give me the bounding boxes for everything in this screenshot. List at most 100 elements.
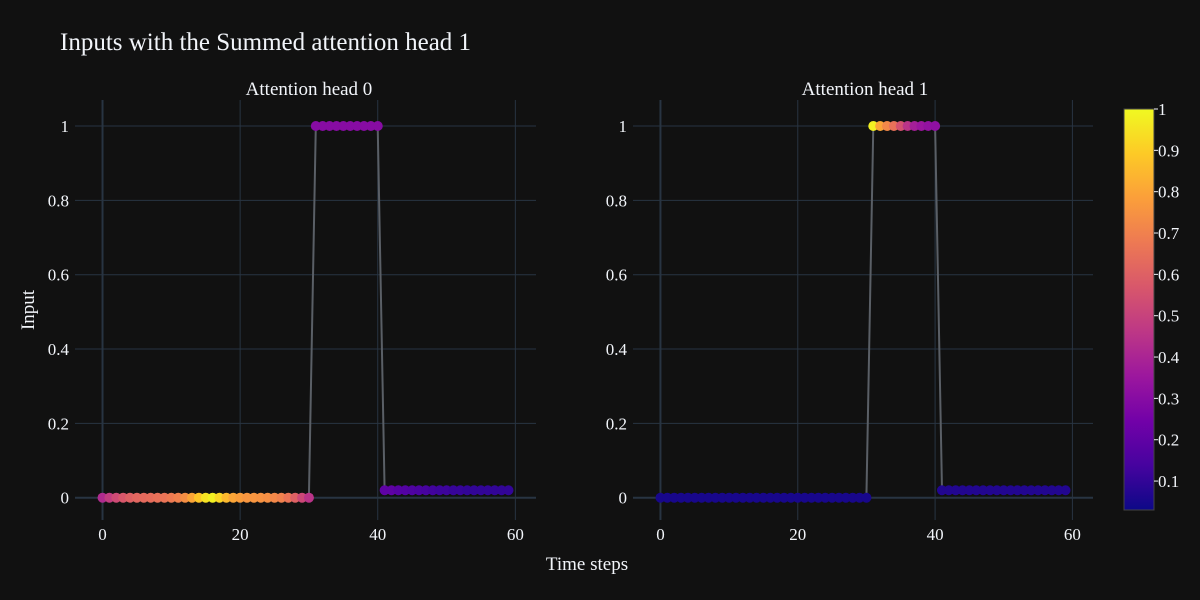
data-point	[840, 492, 851, 503]
x-tick-label: 60	[507, 525, 524, 544]
data-point	[758, 492, 769, 503]
x-tick-label: 0	[98, 525, 107, 544]
data-point	[765, 492, 776, 503]
data-point	[427, 485, 438, 496]
data-point	[950, 485, 961, 496]
data-point	[895, 121, 906, 132]
subplot-title-head-0: Attention head 0	[246, 79, 373, 100]
data-point	[1026, 485, 1037, 496]
data-point	[262, 492, 273, 503]
y-tick-label: 0.2	[48, 414, 69, 433]
data-point	[1039, 485, 1050, 496]
data-point	[868, 121, 879, 132]
y-tick-label: 0.8	[606, 191, 627, 210]
data-point	[971, 485, 982, 496]
data-point	[985, 485, 996, 496]
y-tick-label: 0.4	[606, 340, 628, 359]
data-point	[310, 121, 321, 132]
data-point	[847, 492, 858, 503]
data-point	[978, 485, 989, 496]
data-point	[696, 492, 707, 503]
data-point	[469, 485, 480, 496]
data-point	[655, 492, 666, 503]
data-point	[489, 485, 500, 496]
data-point	[372, 121, 383, 132]
colorbar-tick-label: 0.5	[1158, 307, 1179, 326]
y-tick-label: 0.8	[48, 191, 69, 210]
colorbar-tick-label: 1	[1158, 100, 1167, 119]
data-point	[441, 485, 452, 496]
data-point	[434, 485, 445, 496]
data-point	[813, 492, 824, 503]
data-point	[152, 492, 163, 503]
data-point	[792, 492, 803, 503]
data-point	[138, 492, 149, 503]
data-point	[317, 121, 328, 132]
data-point	[854, 492, 865, 503]
data-point	[957, 485, 968, 496]
data-point	[420, 485, 431, 496]
data-point	[710, 492, 721, 503]
y-tick-label: 0.6	[48, 266, 69, 285]
data-point	[806, 492, 817, 503]
data-point	[799, 492, 810, 503]
data-point	[888, 121, 899, 132]
data-point	[242, 492, 253, 503]
data-point	[689, 492, 700, 503]
y-tick-label: 0.6	[606, 266, 627, 285]
data-point	[338, 121, 349, 132]
x-axis-title: Time steps	[546, 554, 628, 575]
data-point	[936, 485, 947, 496]
chart-title: Inputs with the Summed attention head 1	[60, 29, 471, 56]
data-point	[669, 492, 680, 503]
data-point	[676, 492, 687, 503]
data-point	[772, 492, 783, 503]
x-tick-label: 40	[369, 525, 386, 544]
x-tick-label: 0	[656, 525, 665, 544]
data-point	[248, 492, 259, 503]
data-point	[255, 492, 266, 503]
data-point	[186, 492, 197, 503]
y-tick-label: 0.4	[48, 340, 70, 359]
data-point	[1033, 485, 1044, 496]
y-tick-label: 0.2	[606, 414, 627, 433]
data-point	[221, 492, 232, 503]
data-point	[97, 492, 108, 503]
data-point	[276, 492, 287, 503]
data-point	[125, 492, 136, 503]
data-point	[283, 492, 294, 503]
data-point	[482, 485, 493, 496]
data-point	[662, 492, 673, 503]
x-tick-label: 40	[927, 525, 944, 544]
data-point	[779, 492, 790, 503]
data-point	[400, 485, 411, 496]
data-point	[496, 485, 507, 496]
colorbar-tick-label: 0.1	[1158, 472, 1179, 491]
colorbar-tick-label: 0.7	[1158, 224, 1180, 243]
data-point	[730, 492, 741, 503]
data-point	[345, 121, 356, 132]
data-point	[998, 485, 1009, 496]
data-point	[269, 492, 280, 503]
y-tick-label: 1	[61, 117, 70, 136]
data-point	[358, 121, 369, 132]
data-point	[902, 121, 913, 132]
data-point	[228, 492, 239, 503]
data-point	[303, 492, 314, 503]
y-tick-label: 0	[61, 489, 70, 508]
data-point	[785, 492, 796, 503]
data-point	[991, 485, 1002, 496]
data-point	[180, 492, 191, 503]
data-point	[324, 121, 335, 132]
data-point	[193, 492, 204, 503]
data-point	[724, 492, 735, 503]
x-tick-label: 20	[789, 525, 806, 544]
colorbar-tick-label: 0.3	[1158, 389, 1179, 408]
data-point	[365, 121, 376, 132]
data-point	[173, 492, 184, 503]
data-point	[703, 492, 714, 503]
data-point	[386, 485, 397, 496]
data-point	[717, 492, 728, 503]
data-point	[916, 121, 927, 132]
